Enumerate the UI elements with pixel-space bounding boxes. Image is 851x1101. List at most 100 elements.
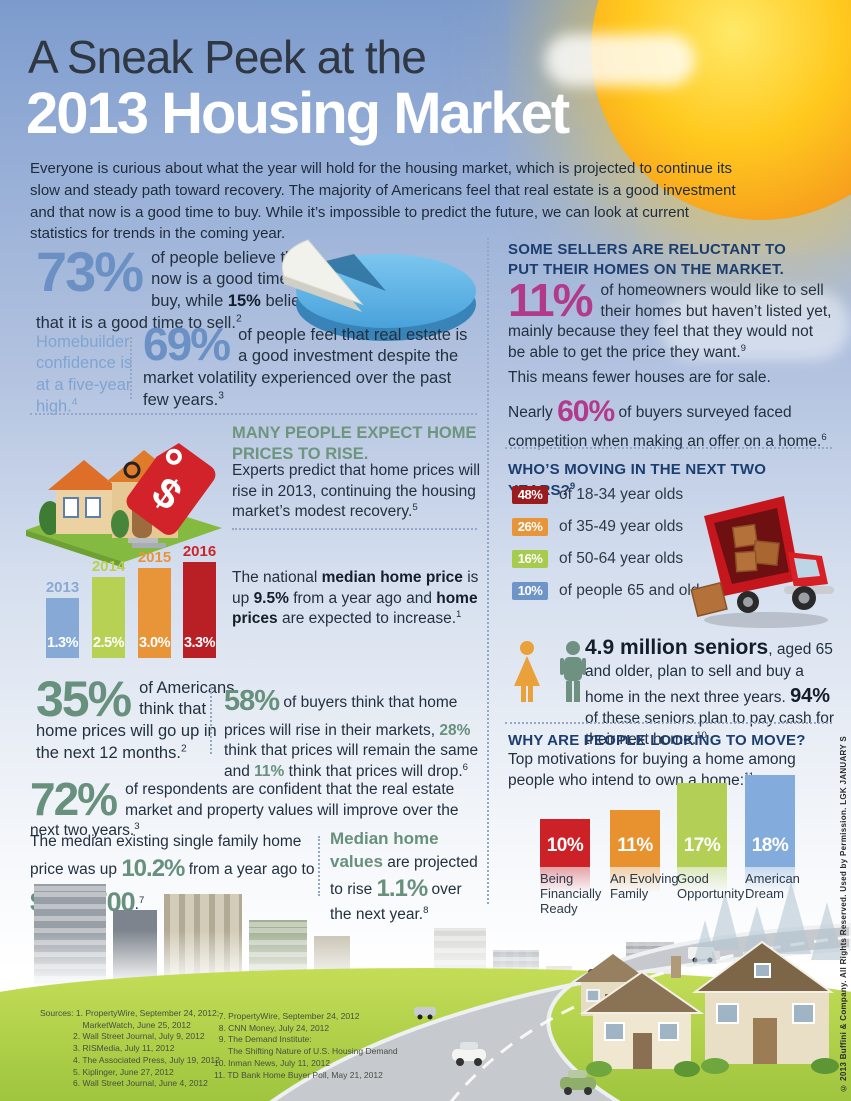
pct-94: 94%	[790, 684, 831, 707]
bars: 10% 11% 17% 18%	[535, 775, 830, 893]
footnote-ref: 1	[456, 609, 462, 621]
moving-item-label: of 18-34 year olds	[559, 486, 684, 503]
t: from a year ago to	[184, 860, 315, 878]
moving-item-label: of 50-64 year olds	[559, 550, 684, 567]
footnote-ref: 3	[218, 390, 224, 402]
footnote-ref: 7	[138, 894, 145, 906]
moving-pct-badge: 16%	[512, 550, 548, 568]
steps	[132, 543, 166, 548]
bar-value-label: 17%	[683, 835, 721, 856]
shadow	[704, 612, 828, 628]
pie-notch	[314, 254, 386, 291]
pie-chart	[282, 239, 476, 341]
moving-item: 48% of 18-34 year olds	[512, 486, 713, 504]
stat-35-text: of Americans think that home prices will…	[36, 679, 234, 762]
footnote-ref: 2	[180, 743, 187, 755]
t: The median existing single family home p…	[30, 833, 302, 878]
t: over the next year.	[330, 881, 462, 924]
median-home-values-bold: Median home values	[330, 829, 439, 871]
bar-financially-ready: 10%	[540, 819, 590, 893]
car	[414, 1007, 436, 1020]
car	[560, 1070, 596, 1095]
stat-11-text: of homeowners would like to sell their h…	[508, 282, 831, 361]
footnote-ref: 9	[570, 480, 576, 491]
bar-value-label: 2.5%	[92, 635, 125, 651]
bar-2014: 2014 2.5%	[92, 558, 125, 658]
stat-11-value: 11%	[508, 274, 594, 326]
sellers-heading: SOME SELLERS ARE RELUCTANT TO PUT THEIR …	[508, 241, 787, 278]
footnote-ref: 4	[71, 397, 78, 409]
pct-10-2: 10.2%	[121, 854, 185, 882]
stat-72-block: 72% of respondents are confident that th…	[30, 773, 482, 842]
moving-item: 16% of 50-64 year olds	[512, 550, 713, 568]
tag-ring	[123, 461, 141, 479]
car	[452, 1042, 486, 1066]
bar-year-label: 2014	[91, 558, 126, 575]
bar-category-label: Good Opportunity	[677, 871, 745, 901]
stat-69-value: 69%	[143, 318, 231, 370]
stat-11-block: 11% of homeowners would like to sell the…	[508, 274, 832, 364]
t: , aged 65 and older, plan to sell and bu…	[585, 641, 833, 706]
stat-69-t1: of people feel that real estate is a goo…	[143, 326, 468, 409]
t: of buyers think that home prices will ri…	[224, 694, 458, 739]
pct-28: 28%	[439, 721, 471, 739]
bar-category-label: An Evolving Family	[610, 871, 679, 901]
footnote-ref: 3	[134, 821, 140, 833]
t: The national	[232, 569, 322, 586]
bar-value-label: 3.0%	[138, 635, 171, 651]
moving-item: 10% of people 65 and older	[512, 582, 713, 600]
window	[85, 497, 101, 518]
t: think that prices will drop.	[284, 762, 463, 780]
footnote-ref: 9	[740, 342, 746, 354]
t: of homeowners would like to sell their h…	[508, 282, 832, 361]
suburban-houses-illustration	[575, 882, 843, 1077]
bar-value-label: 1.3%	[46, 635, 79, 651]
bar-value-label: 10%	[546, 835, 584, 856]
moving-pct-badge: 48%	[512, 486, 548, 504]
house-right	[691, 940, 839, 1074]
stat-60-block: Nearly 60% of buyers surveyed faced comp…	[508, 392, 830, 453]
expect-body-text: Experts predict that home prices will ri…	[232, 462, 481, 521]
divider	[30, 413, 477, 415]
price-tag-icon: $	[126, 443, 216, 535]
moving-list: 48% of 18-34 year olds 26% of 35-49 year…	[512, 486, 713, 614]
bar-value-label: 11%	[617, 835, 653, 856]
steps	[128, 538, 158, 543]
house-roof	[48, 460, 120, 490]
moving-item-label: of 35-49 year olds	[559, 518, 684, 535]
male-icon	[560, 641, 586, 702]
road-surface	[269, 922, 851, 1101]
house-front-center	[579, 956, 705, 1077]
stat-73-block: 73% of people believe that now is a good…	[36, 244, 341, 334]
truck-window	[794, 558, 820, 578]
seniors-block: 4.9 million seniors, aged 65 and older, …	[585, 634, 837, 751]
stat-72-value: 72%	[30, 773, 118, 825]
footnote-ref: 6	[821, 431, 827, 443]
divider	[210, 688, 212, 754]
pct-1-1: 1.1%	[376, 875, 429, 903]
stat-69-text: of people feel that real estate is a goo…	[143, 326, 467, 409]
cloud-icon	[545, 34, 695, 86]
bar-2013: 2013 1.3%	[46, 579, 79, 658]
divider	[318, 836, 320, 896]
median-home-price-bold: median home price	[321, 569, 463, 586]
tree	[39, 501, 61, 535]
pie-slice	[282, 239, 364, 306]
t: of buyers surveyed faced competition whe…	[508, 404, 822, 451]
stat-58-value: 58%	[224, 685, 280, 717]
moving-truck-illustration	[690, 496, 834, 628]
bar-year-label: 2016	[182, 543, 217, 560]
why-heading: WHY ARE PEOPLE LOOKING TO MOVE?	[508, 732, 806, 749]
house-price-tag-illustration: $	[26, 443, 222, 568]
stat-73-text: of people believe that now is a good tim…	[36, 249, 318, 332]
median-price-note: The national median home price is up 9.5…	[232, 568, 480, 630]
pct-11: 11%	[254, 762, 285, 780]
home-prices-bold: home prices	[232, 589, 478, 628]
page-title-line2: 2013 Housing Market	[26, 81, 570, 146]
stat-58-block: 58% of buyers think that home prices wil…	[224, 682, 480, 783]
copyright-vertical: © 2013 Buffini & Company. All Rights Res…	[839, 736, 848, 1093]
divider	[232, 528, 477, 530]
footnote-ref: 2	[235, 313, 242, 325]
female-icon	[514, 641, 540, 702]
divider	[130, 337, 132, 399]
